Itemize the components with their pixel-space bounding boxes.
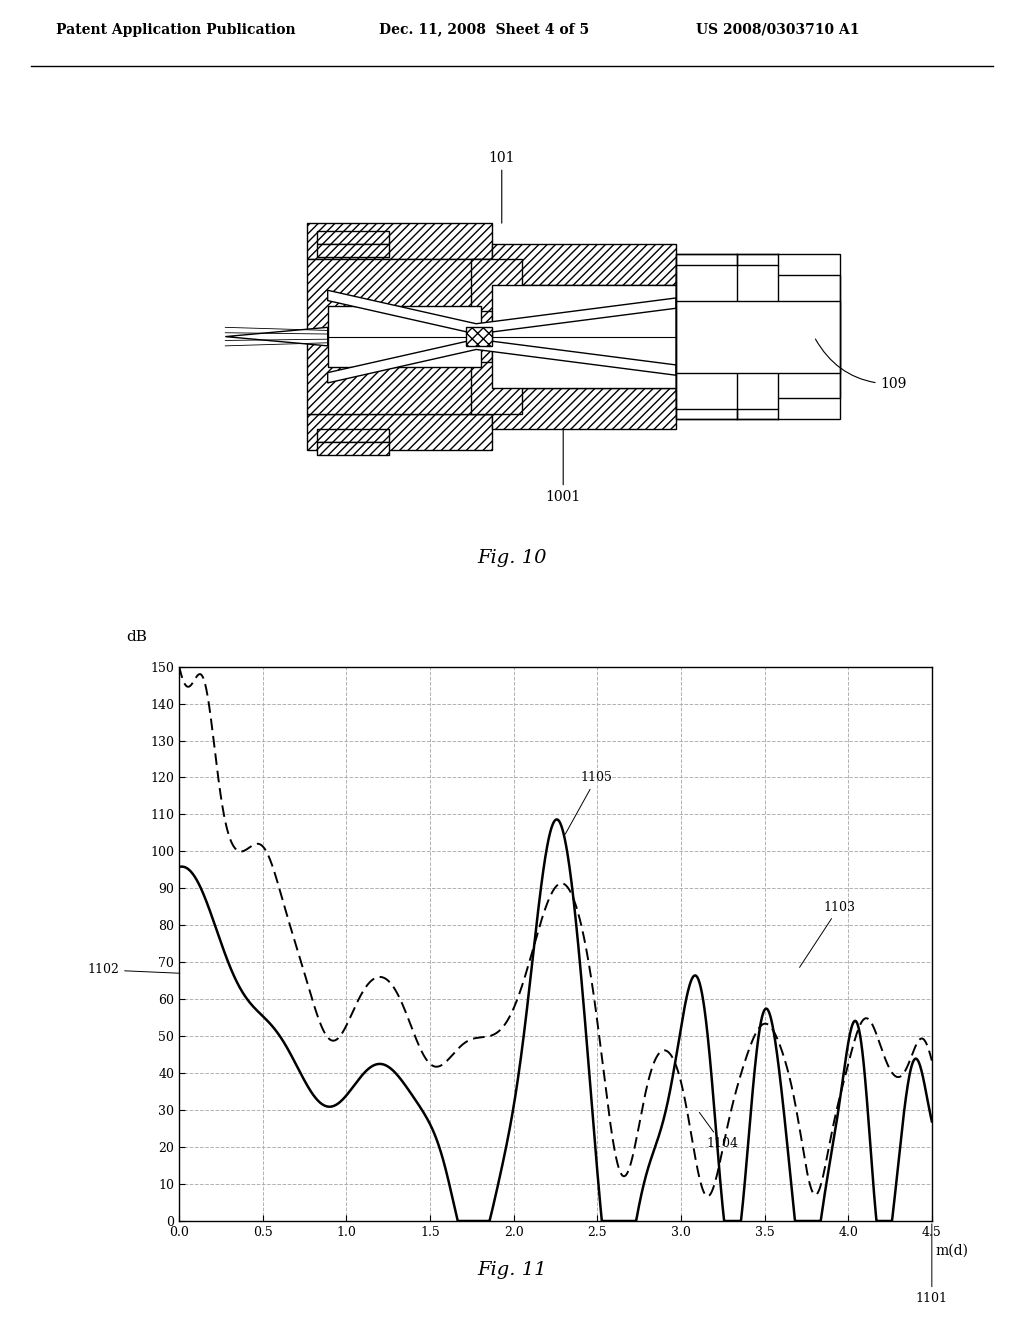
Bar xyxy=(307,259,492,413)
Polygon shape xyxy=(328,339,676,383)
Bar xyxy=(317,429,389,442)
Bar xyxy=(317,429,389,442)
Bar xyxy=(328,306,481,367)
Bar xyxy=(492,388,676,429)
Text: 1001: 1001 xyxy=(546,429,581,504)
Bar xyxy=(466,327,492,346)
Text: 1101: 1101 xyxy=(915,1224,948,1305)
Bar xyxy=(676,264,778,409)
Bar xyxy=(317,231,389,244)
Bar xyxy=(492,244,676,285)
Text: 1103: 1103 xyxy=(800,900,855,968)
Polygon shape xyxy=(328,290,676,334)
Text: Patent Application Publication: Patent Application Publication xyxy=(56,22,296,37)
Text: 1104: 1104 xyxy=(699,1113,738,1150)
Bar xyxy=(471,259,522,310)
Bar xyxy=(492,244,676,285)
Bar xyxy=(317,442,389,455)
Bar xyxy=(307,413,492,450)
Bar xyxy=(471,362,522,413)
Text: m(d): m(d) xyxy=(936,1243,969,1257)
Bar xyxy=(307,223,492,259)
Bar xyxy=(466,327,492,346)
Text: 109: 109 xyxy=(815,339,907,391)
Bar xyxy=(317,442,389,455)
Bar xyxy=(317,231,389,244)
Bar xyxy=(471,259,522,310)
Text: dB: dB xyxy=(127,631,147,644)
Text: 101: 101 xyxy=(488,150,515,223)
Bar xyxy=(307,259,492,413)
Text: 1105: 1105 xyxy=(565,771,612,834)
Text: 1102: 1102 xyxy=(87,964,180,977)
Bar xyxy=(676,255,840,418)
Text: US 2008/0303710 A1: US 2008/0303710 A1 xyxy=(696,22,860,37)
Bar xyxy=(676,255,737,418)
Text: Fig. 10: Fig. 10 xyxy=(477,549,547,568)
Polygon shape xyxy=(225,327,328,346)
Text: Dec. 11, 2008  Sheet 4 of 5: Dec. 11, 2008 Sheet 4 of 5 xyxy=(379,22,589,37)
Bar xyxy=(307,413,492,450)
Bar xyxy=(317,244,389,257)
Bar xyxy=(471,362,522,413)
Text: Fig. 11: Fig. 11 xyxy=(477,1261,547,1279)
Bar xyxy=(676,275,840,399)
Bar xyxy=(492,388,676,429)
Bar xyxy=(307,223,492,259)
Bar xyxy=(676,301,840,372)
Bar xyxy=(317,244,389,257)
Bar xyxy=(492,285,676,388)
